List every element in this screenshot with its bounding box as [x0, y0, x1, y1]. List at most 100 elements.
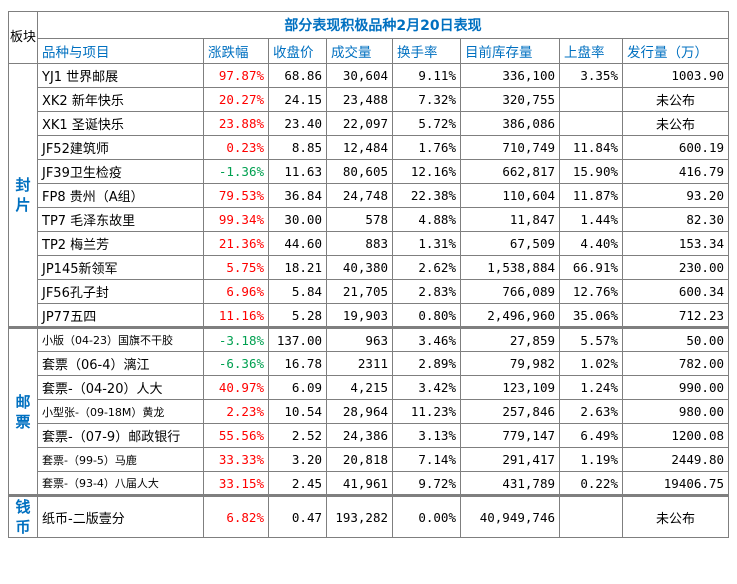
- close-price: 68.86: [268, 63, 327, 88]
- volume: 578: [326, 207, 393, 232]
- change-cell: 5.75%: [203, 255, 269, 280]
- close-price: 44.60: [268, 231, 327, 256]
- section-label: 钱币: [8, 494, 38, 538]
- volume: 24,748: [326, 183, 393, 208]
- change-cell: 33.33%: [203, 447, 269, 472]
- item-name: JF39卫生检疫: [37, 159, 204, 184]
- item-name: 套票（06-4）漓江: [37, 351, 204, 376]
- turnover: 2.62%: [392, 255, 461, 280]
- change-cell: -3.18%: [203, 326, 269, 352]
- table-row: 套票-（99-5）马鹿 33.33% 3.20 20,818 7.14% 291,417 1…: [9, 447, 729, 472]
- item-name: TP2 梅兰芳: [37, 231, 204, 256]
- item-name: FP8 贵州（A组）: [37, 183, 204, 208]
- listing-rate: 1.19%: [559, 447, 623, 472]
- close-price: 137.00: [268, 326, 327, 352]
- close-price: 6.09: [268, 375, 327, 400]
- item-name: 套票-（07-9）邮政银行: [37, 423, 204, 448]
- inventory: 662,817: [460, 159, 560, 184]
- close-price: 11.63: [268, 159, 327, 184]
- turnover: 2.83%: [392, 279, 461, 304]
- inventory: 79,982: [460, 351, 560, 376]
- close-price: 5.84: [268, 279, 327, 304]
- change-cell: 33.15%: [203, 471, 269, 496]
- listing-rate: 6.49%: [559, 423, 623, 448]
- item-name: 套票-（93-4）八届人大: [37, 471, 204, 496]
- table-row: TP7 毛泽东故里 99.34% 30.00 578 4.88% 11,847 1.44% 8…: [9, 207, 729, 232]
- listing-rate: 1.44%: [559, 207, 623, 232]
- listing-rate: 5.57%: [559, 326, 623, 352]
- volume: 20,818: [326, 447, 393, 472]
- change-cell: 99.34%: [203, 207, 269, 232]
- change-cell: 79.53%: [203, 183, 269, 208]
- volume: 41,961: [326, 471, 393, 496]
- close-price: 5.28: [268, 303, 327, 328]
- table-row: JF56孔子封 6.96% 5.84 21,705 2.83% 766,089 12.76%…: [9, 279, 729, 304]
- header-cell: 目前库存量: [460, 38, 560, 64]
- turnover: 3.13%: [392, 423, 461, 448]
- change-cell: 23.88%: [203, 111, 269, 136]
- header-cell: 发行量（万）: [622, 38, 729, 64]
- listing-rate: 2.63%: [559, 399, 623, 424]
- listing-rate: 0.22%: [559, 471, 623, 496]
- turnover: 0.00%: [392, 494, 461, 538]
- issue-volume: 600.19: [622, 135, 729, 160]
- inventory: 766,089: [460, 279, 560, 304]
- header-cell: 换手率: [392, 38, 461, 64]
- turnover: 4.88%: [392, 207, 461, 232]
- issue-volume: 990.00: [622, 375, 729, 400]
- item-name: JP77五四: [37, 303, 204, 328]
- issue-volume: 600.34: [622, 279, 729, 304]
- turnover: 1.31%: [392, 231, 461, 256]
- change-cell: 97.87%: [203, 63, 269, 88]
- issue-volume: 782.00: [622, 351, 729, 376]
- item-name: 套票-（99-5）马鹿: [37, 447, 204, 472]
- listing-rate: 35.06%: [559, 303, 623, 328]
- market-table: 板块 部分表现积极品种2月20日表现 品种与项目 涨跌幅 收盘价 成交量 换手率…: [8, 11, 729, 538]
- table-row: 邮票 小版（04-23）国旗不干胶 -3.18% 137.00 963 3.46% 27,8…: [8, 326, 729, 496]
- turnover: 7.14%: [392, 447, 461, 472]
- listing-rate: 15.90%: [559, 159, 623, 184]
- issue-volume: 未公布: [622, 87, 729, 112]
- listing-rate: 1.02%: [559, 351, 623, 376]
- inventory: 291,417: [460, 447, 560, 472]
- volume: 883: [326, 231, 393, 256]
- volume: 963: [326, 326, 393, 352]
- listing-rate: 66.91%: [559, 255, 623, 280]
- item-name: 小型张-（09-18M）黄龙: [37, 399, 204, 424]
- table-row: JP145新领军 5.75% 18.21 40,380 2.62% 1,538,884 66…: [9, 255, 729, 280]
- close-price: 2.45: [268, 471, 327, 496]
- change-cell: -1.36%: [203, 159, 269, 184]
- close-price: 3.20: [268, 447, 327, 472]
- item-name: YJ1 世界邮展: [37, 63, 204, 88]
- issue-volume: 416.79: [622, 159, 729, 184]
- change-cell: 20.27%: [203, 87, 269, 112]
- inventory: 40,949,746: [460, 494, 560, 538]
- header-cell: 涨跌幅: [203, 38, 269, 64]
- close-price: 18.21: [268, 255, 327, 280]
- table-row: FP8 贵州（A组） 79.53% 36.84 24,748 22.38% 110,604…: [9, 183, 729, 208]
- table-row: XK1 圣诞快乐 23.88% 23.40 22,097 5.72% 386,086 未公布: [9, 111, 729, 136]
- issue-volume: 50.00: [622, 326, 729, 352]
- issue-volume: 2449.80: [622, 447, 729, 472]
- change-cell: -6.36%: [203, 351, 269, 376]
- volume: 23,488: [326, 87, 393, 112]
- inventory: 67,509: [460, 231, 560, 256]
- inventory: 431,789: [460, 471, 560, 496]
- issue-volume: 1003.90: [622, 63, 729, 88]
- change-cell: 0.23%: [203, 135, 269, 160]
- volume: 22,097: [326, 111, 393, 136]
- issue-volume: 82.30: [622, 207, 729, 232]
- volume: 24,386: [326, 423, 393, 448]
- listing-rate: 1.24%: [559, 375, 623, 400]
- table-row: JF52建筑师 0.23% 8.85 12,484 1.76% 710,749 11.84%…: [9, 135, 729, 160]
- inventory: 123,109: [460, 375, 560, 400]
- table-row: 钱币 纸币-二版壹分 6.82% 0.47 193,282 0.00% 40,949,746…: [8, 494, 729, 538]
- inventory: 257,846: [460, 399, 560, 424]
- inventory: 110,604: [460, 183, 560, 208]
- turnover: 2.89%: [392, 351, 461, 376]
- listing-rate: 11.87%: [559, 183, 623, 208]
- issue-volume: 未公布: [622, 111, 729, 136]
- issue-volume: 153.34: [622, 231, 729, 256]
- section-label: 邮票: [8, 326, 38, 496]
- turnover: 5.72%: [392, 111, 461, 136]
